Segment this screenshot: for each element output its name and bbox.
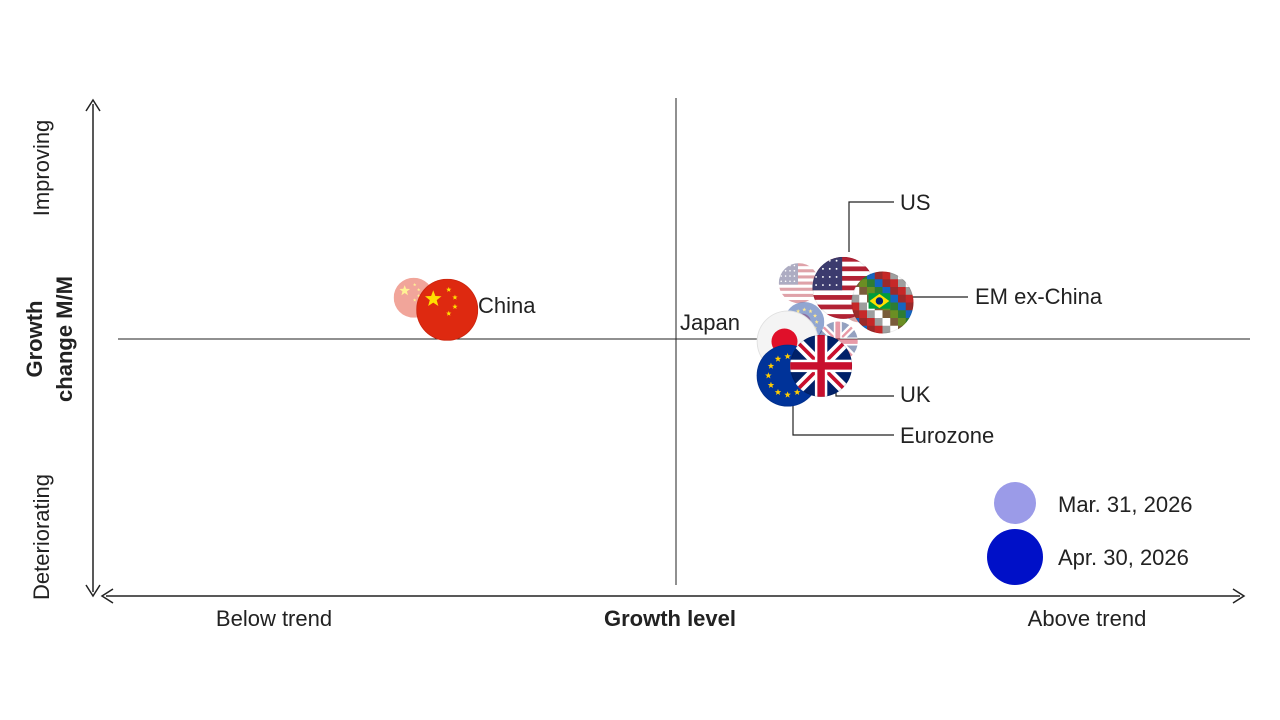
label-eurozone: Eurozone: [900, 423, 994, 448]
label-uk: UK: [900, 382, 931, 407]
point-uk-apr: [790, 334, 853, 397]
x-high-label: Above trend: [1028, 606, 1147, 631]
y-axis-arrowhead-top: [85, 98, 101, 112]
point-china-apr: [416, 278, 479, 341]
label-em-ex-china: EM ex-China: [975, 284, 1103, 309]
x-low-label: Below trend: [216, 606, 332, 631]
axes: [85, 98, 1250, 604]
y-axis-arrowhead-bottom: [85, 584, 101, 598]
label-us: US: [900, 190, 931, 215]
x-axis-arrowhead-left: [100, 588, 114, 604]
x-axis-arrowhead-right: [1232, 588, 1246, 604]
leader-lines: [792, 201, 968, 436]
data-marks: [393, 256, 914, 407]
y-low-label: Deteriorating: [29, 474, 54, 600]
legend-swatch-apr: [987, 529, 1043, 585]
legend-label-apr: Apr. 30, 2026: [1058, 545, 1189, 570]
legend-label-mar: Mar. 31, 2026: [1058, 492, 1193, 517]
label-japan: Japan: [680, 310, 740, 335]
x-axis-title: Growth level: [604, 606, 736, 631]
point-us-apr: [812, 256, 875, 319]
label-china: China: [478, 293, 536, 318]
legend: Mar. 31, 2026 Apr. 30, 2026: [987, 482, 1193, 585]
y-axis-title-line2: change M/M: [52, 276, 77, 402]
us-leader-line: [848, 201, 894, 252]
eurozone-leader-line: [792, 402, 894, 436]
uk-leader-line: [835, 392, 894, 397]
point-em-ex-china-apr: [851, 271, 914, 334]
y-high-label: Improving: [29, 120, 54, 217]
y-axis-title-line1: Growth: [22, 301, 47, 378]
legend-swatch-mar: [994, 482, 1036, 524]
